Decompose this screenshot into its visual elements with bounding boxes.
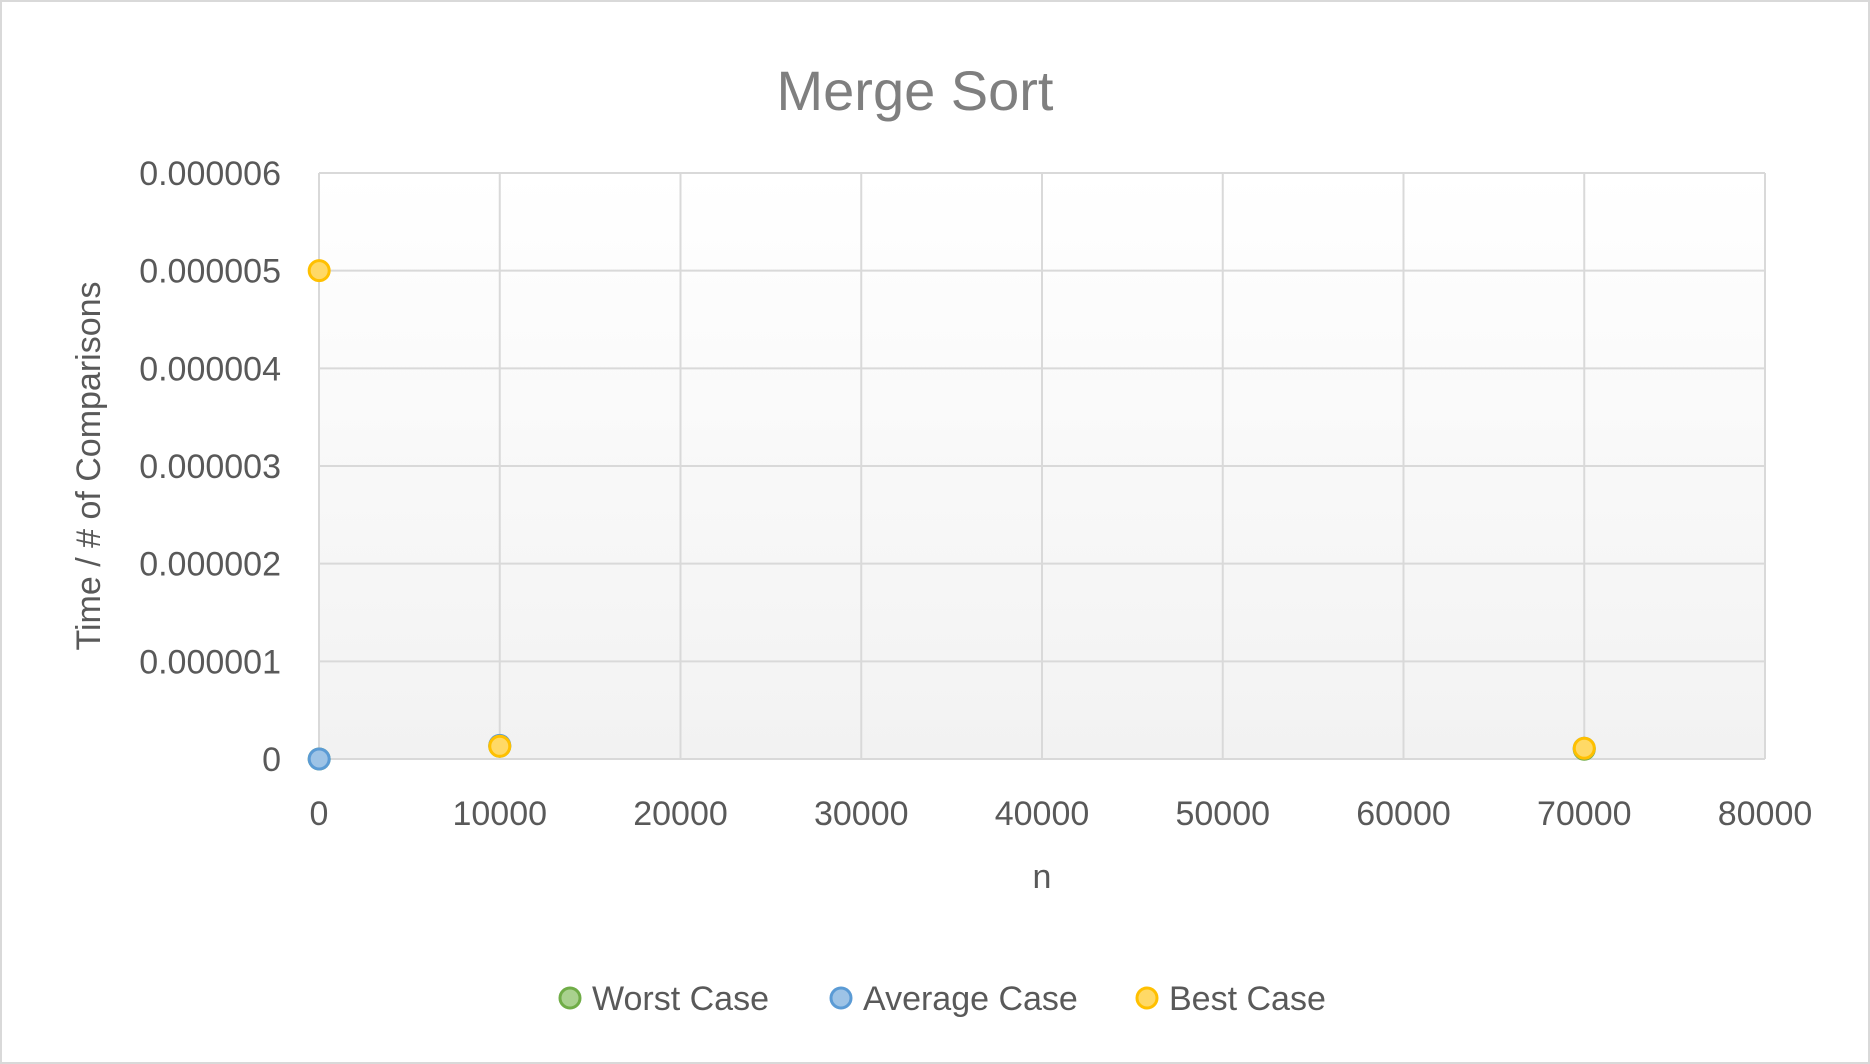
legend-item: Best Case bbox=[1135, 980, 1326, 1018]
data-point bbox=[307, 259, 331, 283]
data-points bbox=[307, 259, 1596, 771]
legend-label: Average Case bbox=[863, 980, 1078, 1018]
x-tick-label: 30000 bbox=[814, 795, 909, 833]
legend-item: Worst Case bbox=[558, 980, 769, 1018]
data-point bbox=[1572, 736, 1596, 760]
x-tick-label: 10000 bbox=[452, 795, 547, 833]
legend-marker bbox=[558, 986, 582, 1010]
x-tick-label: 80000 bbox=[1718, 795, 1813, 833]
chart-title: Merge Sort bbox=[777, 59, 1054, 122]
legend-label: Best Case bbox=[1169, 980, 1326, 1018]
x-tick-label: 60000 bbox=[1356, 795, 1451, 833]
y-tick-label: 0.000006 bbox=[139, 155, 281, 193]
x-tick-label: 40000 bbox=[995, 795, 1090, 833]
y-tick-label: 0 bbox=[262, 741, 281, 779]
y-tick-label: 0.000001 bbox=[139, 643, 281, 681]
y-tick-label: 0.000003 bbox=[139, 448, 281, 486]
x-tick-label: 50000 bbox=[1175, 795, 1270, 833]
x-axis-tick-labels: 0 10000 20000 30000 40000 50000 60000 70000 8000… bbox=[310, 795, 1813, 833]
y-tick-label: 0.000004 bbox=[139, 350, 281, 388]
legend-label: Worst Case bbox=[592, 980, 769, 1018]
x-axis-title: n bbox=[1033, 858, 1052, 896]
y-axis-tick-labels: 0 0.000001 0.000002 0.000003 0.000004 0.00000… bbox=[139, 155, 281, 779]
legend: Worst Case Average Case Best Case bbox=[558, 980, 1326, 1018]
legend-marker bbox=[1135, 986, 1159, 1010]
y-axis-title: Time / # of Comparisons bbox=[70, 281, 108, 650]
data-point bbox=[307, 747, 331, 771]
legend-marker bbox=[829, 986, 853, 1010]
series-best-case bbox=[307, 259, 1596, 760]
x-tick-label: 70000 bbox=[1537, 795, 1632, 833]
x-tick-label: 0 bbox=[310, 795, 329, 833]
data-point bbox=[488, 734, 512, 758]
y-tick-label: 0.000002 bbox=[139, 546, 281, 584]
legend-item: Average Case bbox=[829, 980, 1078, 1018]
x-tick-label: 20000 bbox=[633, 795, 728, 833]
y-tick-label: 0.000005 bbox=[139, 253, 281, 291]
